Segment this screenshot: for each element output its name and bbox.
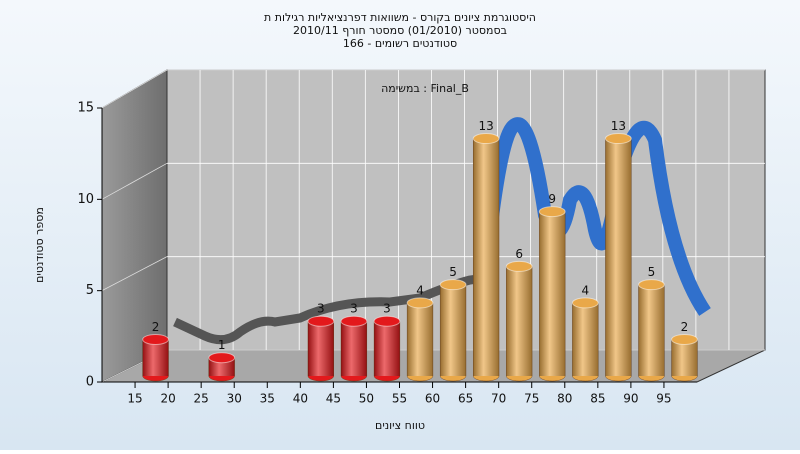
x-tick-label: 45: [326, 392, 341, 406]
bar: [373, 315, 401, 382]
bar: [571, 297, 599, 382]
bar-top: [439, 279, 467, 291]
bar-top: [406, 297, 434, 309]
bar-top: [472, 133, 500, 145]
x-tick-label: 35: [260, 392, 275, 406]
chart-title: סטודנטים רשומים - 166: [343, 37, 457, 50]
y-tick-label: 10: [77, 192, 94, 207]
x-tick-label: 90: [623, 392, 638, 406]
data-label: 1: [218, 338, 226, 352]
x-tick-label: 40: [293, 392, 308, 406]
data-label: 6: [515, 247, 523, 261]
data-label: 9: [548, 192, 556, 206]
bar-shading: [506, 266, 533, 376]
bar: [604, 133, 632, 382]
data-label: 13: [611, 119, 626, 133]
y-tick-label: 15: [77, 101, 94, 116]
bar: [671, 333, 698, 382]
x-tick-label: 95: [656, 392, 671, 406]
annotation: במשימה : Final_B: [381, 82, 469, 95]
bar-shading: [440, 284, 466, 376]
x-tick-label: 30: [227, 392, 242, 406]
x-tick-label: 60: [425, 392, 440, 406]
bar-top: [373, 315, 401, 327]
bar-top: [638, 279, 665, 291]
bar: [505, 260, 533, 382]
bar-shading: [572, 302, 599, 376]
bar: [406, 297, 434, 382]
x-tick-label: 55: [392, 392, 407, 406]
bar-shading: [539, 211, 566, 376]
bar: [142, 333, 169, 382]
bar-shading: [605, 138, 632, 376]
data-label: 13: [478, 119, 493, 133]
x-tick-label: 80: [557, 392, 572, 406]
x-tick-label: 25: [194, 392, 209, 406]
data-label: 4: [416, 283, 424, 297]
bar-shading: [473, 138, 500, 376]
x-tick-label: 20: [160, 392, 175, 406]
data-label: 4: [581, 283, 589, 297]
bar-top: [208, 352, 236, 364]
bar: [439, 279, 467, 382]
bar-shading: [638, 284, 665, 376]
x-tick-label: 15: [127, 392, 142, 406]
y-tick-label: 0: [86, 375, 94, 390]
bar-shading: [307, 321, 334, 376]
x-tick-label: 70: [491, 392, 506, 406]
y-axis-label: מספר סטודנטים: [33, 207, 46, 283]
data-label: 3: [350, 302, 358, 316]
bar-shading: [374, 321, 400, 376]
bar: [472, 133, 500, 382]
bar-shading: [142, 339, 169, 376]
data-label: 5: [648, 265, 656, 279]
chart-title: היסטוגרמת ציונים בקורס - משוואות דפרנציא…: [264, 11, 536, 24]
bar-shading: [341, 321, 367, 376]
x-axis-label: טווח ציונים: [375, 419, 425, 432]
x-tick-label: 85: [590, 392, 605, 406]
y-tick-label: 5: [86, 283, 94, 298]
bar: [208, 352, 236, 382]
x-tick-label: 50: [359, 392, 374, 406]
bar-top: [505, 260, 533, 272]
bar: [538, 206, 566, 382]
bar-shading: [407, 302, 433, 376]
bar-top: [571, 297, 599, 309]
data-label: 5: [449, 265, 457, 279]
bar-shading: [671, 339, 698, 376]
bar-top: [307, 315, 335, 327]
bar: [307, 315, 335, 382]
data-label: 2: [152, 320, 160, 334]
bar: [340, 315, 368, 382]
grid-line: [101, 256, 168, 292]
data-label: 3: [383, 302, 391, 316]
data-label: 2: [681, 320, 689, 334]
bar-top: [671, 333, 698, 345]
bar-top: [604, 133, 632, 145]
chart-title: בסמסטר (01/2010) סמסטר חורף 2010/11: [293, 24, 507, 37]
bar: [638, 279, 665, 382]
grid-line: [101, 162, 168, 200]
x-tick-label: 65: [458, 392, 473, 406]
curve-ribbon: [173, 273, 486, 345]
data-label: 3: [317, 302, 325, 316]
curve-ribbon: [478, 117, 711, 316]
bar-top: [340, 315, 368, 327]
floor: [101, 349, 766, 383]
bar-top: [538, 206, 566, 218]
grid-line: [101, 69, 168, 109]
x-tick-label: 75: [524, 392, 539, 406]
bar-top: [142, 333, 169, 345]
